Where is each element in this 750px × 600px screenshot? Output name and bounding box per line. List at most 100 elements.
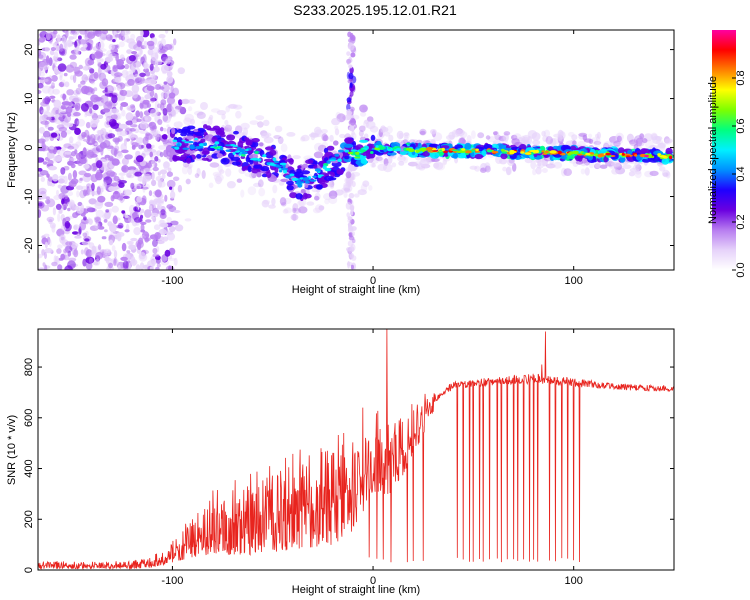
heatmap-cell: [143, 167, 152, 173]
heatmap-cell: [157, 180, 163, 188]
heatmap-cell: [431, 150, 438, 152]
heatmap-cell: [152, 166, 159, 172]
heatmap-cell: [80, 249, 84, 255]
heatmap-cell: [158, 145, 166, 150]
heatmap-cell: [408, 148, 415, 153]
snr-y-tick-label: 200: [23, 510, 35, 528]
heatmap-cell: [41, 85, 51, 94]
heatmap-cell: [119, 130, 128, 137]
heatmap-cell: [292, 207, 297, 214]
heatmap-cell: [156, 263, 161, 268]
heatmap-cell: [503, 131, 511, 136]
heatmap-cell: [387, 155, 393, 164]
heatmap-cell: [231, 156, 241, 161]
heatmap-cell: [159, 210, 167, 217]
heatmap-cell: [146, 162, 152, 169]
heatmap-cell: [570, 145, 577, 151]
heatmap-cell: [546, 163, 556, 169]
heatmap-cell: [292, 155, 301, 160]
heatmap-cell: [75, 49, 80, 56]
heatmap-cell: [63, 72, 68, 77]
heatmap-cell: [281, 167, 289, 171]
heatmap-cell: [49, 95, 56, 100]
heatmap-cell: [98, 72, 107, 82]
heatmap-cell: [130, 182, 135, 190]
heatmap-cell: [57, 264, 63, 270]
heatmap-cell: [93, 246, 102, 254]
heatmap-cell: [72, 97, 80, 103]
heatmap-cell: [96, 186, 101, 195]
heatmap-cell: [168, 115, 172, 120]
heatmap-cell: [155, 266, 160, 270]
heatmap-cell: [100, 63, 107, 70]
heatmap-cell: [74, 104, 79, 109]
heatmap-cell: [56, 34, 61, 42]
heatmap-cell: [360, 111, 367, 117]
heatmap-cell: [120, 256, 128, 261]
heatmap-cell: [585, 152, 591, 156]
heatmap-cell: [94, 200, 104, 210]
heatmap-cell: [309, 179, 317, 182]
heatmap-cell: [90, 174, 99, 183]
heatmap-cell: [499, 158, 508, 165]
heatmap-cell: [442, 156, 448, 165]
heatmap-cell: [184, 141, 189, 144]
heatmap-cell: [318, 178, 326, 185]
heatmap-cell: [64, 265, 73, 270]
heatmap-cell: [58, 126, 68, 132]
heatmap-cell: [72, 170, 78, 179]
heatmap-cell: [46, 216, 55, 223]
heatmap-cell: [38, 68, 42, 78]
heatmap-cell: [73, 224, 80, 231]
heatmap-cell: [610, 161, 621, 167]
heatmap-cell: [44, 241, 48, 249]
heatmap-cell: [484, 162, 491, 171]
heatmap-cell: [50, 116, 55, 121]
heatmap-cell: [112, 64, 118, 73]
heatmap-cell: [273, 160, 280, 164]
heatmap-cell: [85, 38, 94, 48]
heatmap-cell: [127, 166, 137, 171]
heatmap-cell: [58, 209, 63, 214]
heatmap-cell: [605, 152, 611, 156]
heatmap-cell: [173, 257, 178, 266]
heatmap-cell: [433, 162, 440, 169]
heatmap-cell: [85, 205, 89, 210]
heatmap-cell: [141, 195, 147, 204]
heatmap-cell: [55, 203, 62, 210]
heatmap-cell: [141, 150, 151, 156]
heatmap-cell: [649, 170, 659, 177]
heatmap-cell: [657, 142, 666, 149]
heatmap-cell: [50, 109, 55, 117]
heatmap-cell: [139, 262, 145, 270]
heatmap-cell: [296, 200, 305, 208]
heatmap-cell: [298, 206, 308, 214]
heatmap-cell: [292, 203, 299, 212]
heatmap-cell: [137, 176, 144, 182]
heatmap-cell: [67, 145, 75, 150]
heatmap-cell: [350, 157, 355, 165]
heatmap-cell: [168, 92, 176, 99]
heatmap-cell: [87, 217, 91, 223]
heatmap-cell: [38, 190, 41, 197]
heatmap-cell: [595, 162, 601, 169]
heatmap-cell: [474, 153, 484, 160]
heatmap-cell: [297, 165, 302, 169]
heatmap-cell: [163, 149, 169, 158]
heatmap-cell: [253, 164, 263, 169]
heatmap-cell: [42, 130, 51, 139]
heatmap-cell: [126, 49, 132, 54]
heatmap-cell: [535, 166, 542, 175]
heatmap-cell: [148, 190, 153, 197]
heatmap-cell: [156, 198, 165, 204]
heatmap-cell: [161, 173, 166, 180]
heatmap-cell: [59, 75, 63, 81]
heatmap-cell: [162, 92, 168, 100]
heatmap-cell: [118, 180, 127, 184]
heatmap-cell: [153, 47, 160, 54]
heatmap-cell: [291, 177, 299, 181]
heatmap-plot-frame: [37, 29, 675, 271]
heatmap-cell: [351, 255, 357, 261]
heatmap-cell: [45, 55, 50, 64]
heatmap-cell: [375, 145, 379, 148]
